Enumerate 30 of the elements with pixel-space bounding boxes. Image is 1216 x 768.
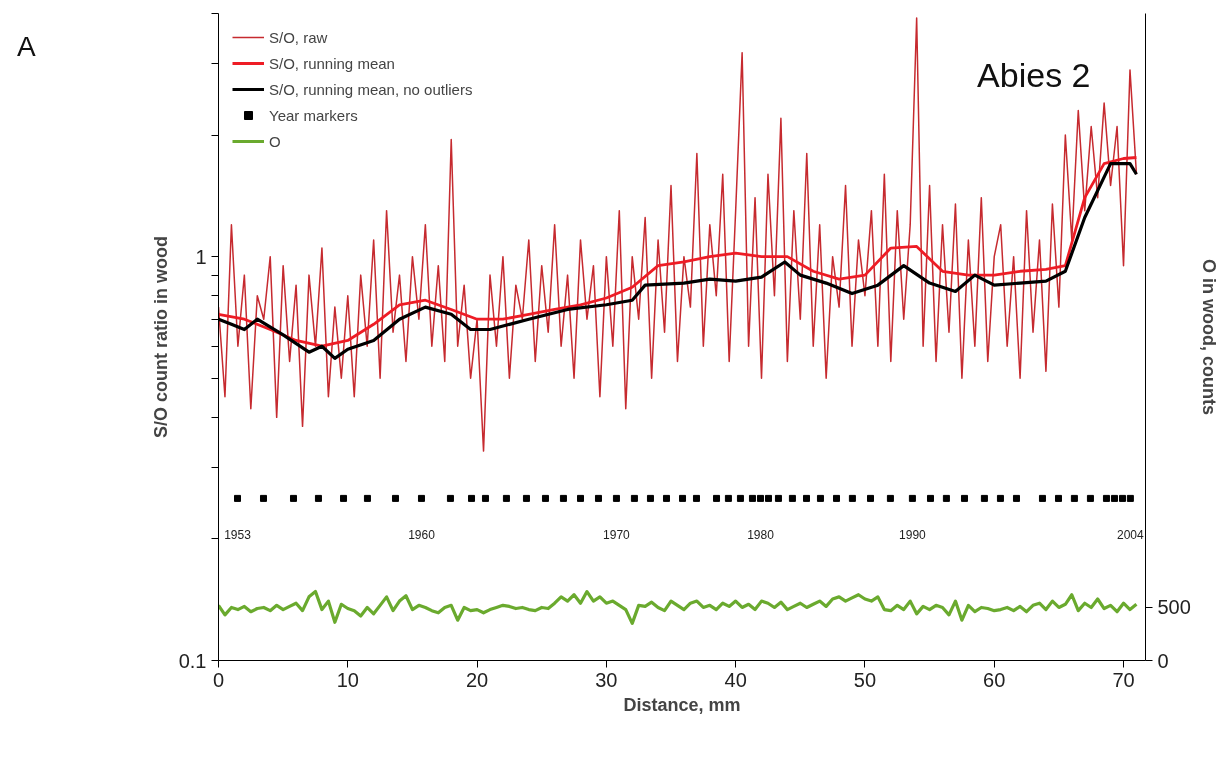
y-tick-label: 0.1 (178, 649, 207, 672)
y2-tick-label: 0 (1157, 649, 1169, 672)
x-tick-label: 0 (212, 668, 225, 691)
annotation: 1980 (747, 527, 775, 542)
text: A (17, 30, 36, 64)
annotation: 1953 (224, 527, 252, 542)
annotation: 1960 (408, 527, 436, 542)
x-tick-label: 30 (595, 668, 618, 691)
x-tick-label: 50 (853, 668, 877, 691)
x-tick-label: 20 (465, 668, 489, 691)
x-tick-label: 60 (983, 668, 1006, 691)
legend-label: S/O, running mean, no outliers (269, 80, 473, 98)
y2-tick-label: 500 (1157, 596, 1191, 619)
text: Abies 2 (977, 55, 1091, 94)
annotation: 1990 (899, 527, 927, 542)
x-tick-label: 10 (336, 668, 359, 691)
x-tick-label: 40 (724, 668, 747, 691)
y-axis-title: S/O count ratio in wood (150, 236, 171, 438)
line-series (218, 17, 1138, 452)
legend-label: S/O, running mean (269, 54, 395, 72)
legend-label: O (269, 132, 282, 150)
x-tick-label: 70 (1112, 668, 1135, 691)
x-axis-title: Distance, mm (623, 694, 741, 715)
legend-label: S/O, raw (269, 28, 328, 46)
annotation: 2004 (1117, 527, 1145, 542)
line-series (218, 589, 1139, 625)
legend-label: Year markers (269, 106, 358, 124)
y2-axis-title: O in wood, counts (1198, 259, 1216, 416)
annotation: 1970 (603, 527, 631, 542)
y-tick-label: 1 (195, 245, 207, 268)
